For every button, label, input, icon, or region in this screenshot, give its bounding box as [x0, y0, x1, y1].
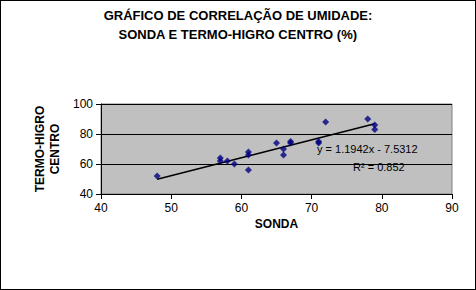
svg-text:80: 80 [375, 201, 389, 215]
svg-text:TERMO-HIGRO: TERMO-HIGRO [33, 106, 47, 193]
svg-text:SONDA E TERMO-HIGRO CENTRO (%): SONDA E TERMO-HIGRO CENTRO (%) [118, 27, 357, 42]
svg-text:80: 80 [80, 127, 94, 141]
svg-text:60: 60 [80, 157, 94, 171]
svg-text:70: 70 [305, 201, 319, 215]
svg-text:GRÁFICO DE CORRELAÇÃO DE UMIDA: GRÁFICO DE CORRELAÇÃO DE UMIDADE: [104, 8, 373, 23]
svg-text:90: 90 [445, 201, 459, 215]
svg-text:CENTRO: CENTRO [48, 124, 62, 175]
svg-text:R² = 0.852: R² = 0.852 [353, 161, 405, 173]
svg-text:50: 50 [165, 201, 179, 215]
svg-text:40: 40 [94, 201, 108, 215]
svg-text:100: 100 [73, 97, 93, 111]
svg-text:y = 1.1942x - 7.5312: y = 1.1942x - 7.5312 [317, 143, 418, 155]
svg-text:SONDA: SONDA [255, 217, 299, 231]
svg-text:60: 60 [235, 201, 249, 215]
svg-text:40: 40 [80, 187, 94, 201]
